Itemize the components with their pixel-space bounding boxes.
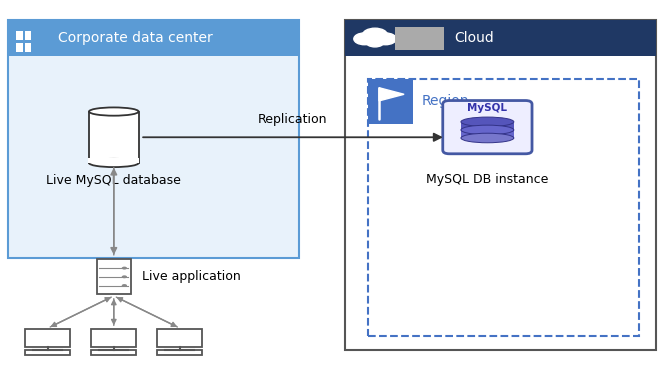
Bar <box>25 350 70 355</box>
Circle shape <box>122 284 127 287</box>
Bar <box>369 78 413 124</box>
Ellipse shape <box>461 133 514 143</box>
Bar <box>92 350 136 355</box>
Text: MySQL: MySQL <box>467 103 507 113</box>
Bar <box>96 259 131 294</box>
Bar <box>16 31 23 40</box>
Bar <box>89 112 139 163</box>
Bar <box>88 158 139 163</box>
Bar <box>461 123 514 131</box>
Bar <box>369 78 639 336</box>
Text: Region: Region <box>421 94 469 108</box>
Bar <box>16 43 23 52</box>
Bar <box>92 329 136 347</box>
Circle shape <box>354 33 375 45</box>
Circle shape <box>366 37 384 47</box>
Text: Corporate data center: Corporate data center <box>58 31 212 45</box>
Bar <box>25 43 31 52</box>
FancyBboxPatch shape <box>443 101 532 154</box>
Bar <box>345 20 656 57</box>
Text: Live application: Live application <box>141 270 240 283</box>
Ellipse shape <box>89 107 139 116</box>
Bar <box>461 131 514 139</box>
Bar <box>25 329 70 347</box>
Text: Cloud: Cloud <box>454 31 494 45</box>
Polygon shape <box>379 88 404 101</box>
Text: Replication: Replication <box>258 113 328 126</box>
Ellipse shape <box>89 159 139 167</box>
Ellipse shape <box>461 125 514 135</box>
Circle shape <box>122 267 127 270</box>
Bar <box>157 350 203 355</box>
Bar <box>8 20 299 258</box>
Bar <box>395 27 444 50</box>
Bar <box>8 20 299 57</box>
Circle shape <box>363 28 388 42</box>
Bar <box>157 329 203 347</box>
Text: MySQL DB instance: MySQL DB instance <box>426 173 548 186</box>
Ellipse shape <box>461 117 514 127</box>
Text: Live MySQL database: Live MySQL database <box>46 174 181 187</box>
Circle shape <box>375 33 396 45</box>
Circle shape <box>122 275 127 278</box>
Bar <box>345 20 656 350</box>
Bar <box>25 31 31 40</box>
